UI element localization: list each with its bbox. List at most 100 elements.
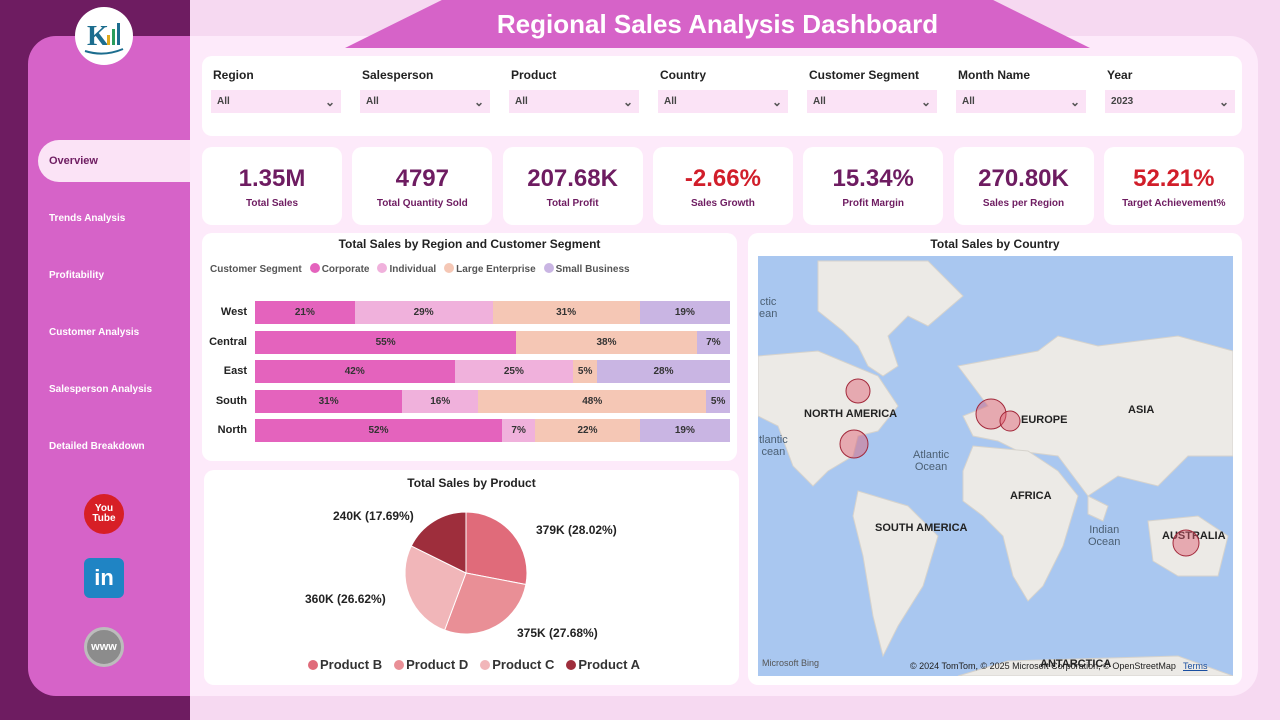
bar-category-label: North [217,424,247,436]
filter-dropdown[interactable]: All ⌄ [956,90,1086,113]
filter-product: Product All ⌄ [509,68,639,113]
bar-segment[interactable]: 19% [639,419,730,442]
filter-dropdown[interactable]: All ⌄ [211,90,341,113]
filter-value: All [366,96,379,107]
bar-segment[interactable]: 21% [255,301,355,324]
filter-label: Product [511,68,557,82]
nav-salesperson-analysis[interactable]: Salesperson Analysis [49,383,153,395]
pie-label-product-d: 375K (27.68%) [517,626,598,640]
world-map[interactable]: NORTH AMERICA EUROPE ASIA AFRICA SOUTH A… [758,256,1233,676]
pie-slice-product-c[interactable] [404,545,467,631]
pie-chart-title: Total Sales by Product [407,476,536,490]
nav-customer-analysis[interactable]: Customer Analysis [49,326,140,338]
map-label-north-america: NORTH AMERICA [804,408,898,420]
bar-category-label: East [223,365,247,377]
pie-legend-item-product-c[interactable]: Product C [480,657,554,672]
bar-segment[interactable]: 31% [255,389,403,413]
bar-segment[interactable]: 38% [516,330,697,354]
bubble-canada [845,378,871,404]
kpi-label: Total Profit [546,198,599,209]
filter-label: Customer Segment [809,68,920,82]
pie-slice-product-b[interactable] [465,511,528,586]
kpi-card-sales-per-region: 270.80K Sales per Region [953,147,1094,225]
filter-value: All [813,96,826,107]
pie-slice-product-d[interactable] [443,572,527,635]
region-chart-title: Total Sales by Region and Customer Segme… [338,237,601,251]
bar-segment[interactable]: 31% [492,301,640,324]
bar-segment[interactable]: 16% [402,389,479,413]
nav-profitability[interactable]: Profitability [49,269,105,281]
linkedin-icon[interactable]: in [84,558,124,598]
legend-dot [308,660,318,670]
filter-dropdown[interactable]: All ⌄ [360,90,490,113]
chevron-down-icon: ⌄ [473,94,484,109]
map-label-arctic: ctic ean [759,296,778,320]
legend-label: Large Enterprise [456,264,536,275]
region-segment-chart: Total Sales by Region and Customer Segme… [202,233,737,461]
legend-dot [566,660,577,670]
pie-legend-item-product-b[interactable]: Product B [308,657,382,672]
pie-slice-product-a[interactable] [410,511,467,574]
kpi-value: 1.35M [238,165,306,192]
nav-overview[interactable]: Overview [38,140,190,182]
kpi-card-total-profit: 207.68K Total Profit [502,147,643,225]
segment-legend: Customer Segment Corporate Individual Larg… [210,263,630,275]
bar-segment[interactable]: 42% [255,360,455,383]
legend-item-small-business[interactable]: Small Business [543,263,630,275]
bar-segment[interactable]: 5% [573,360,597,383]
filter-label: Year [1107,68,1133,82]
bar-category-label: Central [209,335,247,348]
chevron-down-icon: ⌄ [771,94,782,109]
map-label-atlantic-west: tlantic cean [759,434,788,458]
map-terms-link[interactable]: Terms [1183,661,1208,671]
legend-item-individual[interactable]: Individual [377,263,436,275]
filter-dropdown[interactable]: All ⌄ [509,90,639,113]
legend-dot [480,660,491,670]
youtube-icon[interactable]: You Tube [84,494,124,534]
filter-dropdown[interactable]: All ⌄ [658,90,788,113]
legend-item-corporate[interactable]: Corporate [309,263,369,275]
bar-segment[interactable]: 52% [255,419,502,442]
bar-segment[interactable]: 7% [502,419,536,442]
legend-dot [377,263,388,273]
nav-detailed-breakdown[interactable]: Detailed Breakdown [49,440,145,452]
web-icon[interactable]: www [84,627,124,667]
legend-dot [543,263,554,273]
map-title: Total Sales by Country [930,237,1060,251]
bar-segment[interactable]: 25% [454,360,574,383]
bar-segment[interactable]: 7% [696,330,730,354]
bing-logo: Microsoft Bing [762,658,820,668]
filter-month-name: Month Name All ⌄ [956,68,1086,113]
pie-legend-item-product-d[interactable]: Product D [394,657,468,672]
bar-segment[interactable]: 55% [255,330,517,354]
filter-customer-segment: Customer Segment All ⌄ [807,68,937,113]
filter-dropdown[interactable]: All ⌄ [807,90,937,113]
chevron-down-icon: ⌄ [1069,94,1080,109]
chevron-down-icon: ⌄ [622,94,633,109]
legend-dot [309,263,320,273]
bar-segment[interactable]: 22% [535,419,640,442]
filter-value: 2023 [1111,96,1134,107]
filter-country: Country All ⌄ [658,68,788,113]
filter-label: Salesperson [362,68,434,82]
page-title: Regional Sales Analysis Dashboard [345,0,1090,48]
bar-segment[interactable]: 28% [597,360,730,383]
bar-segment[interactable]: 48% [478,389,707,413]
bar-row-west: West 21% 29% 31% 19% [202,301,737,324]
legend-item-large-enterprise[interactable]: Large Enterprise [444,263,536,275]
kpi-label: Target Achievement% [1122,198,1226,209]
filter-salesperson: Salesperson All ⌄ [360,68,490,113]
nav-trends-analysis[interactable]: Trends Analysis [49,212,126,224]
bar-category-label: South [215,394,247,407]
legend-label: Individual [389,264,437,275]
map-landmass [758,260,1233,676]
bar-segment[interactable]: 19% [639,301,730,324]
pie-legend-item-product-a[interactable]: Product A [566,657,640,672]
kpi-label: Total Sales [245,198,299,209]
bar-segment[interactable]: 5% [706,389,730,413]
bar-segment[interactable]: 29% [354,301,493,324]
legend-label: Product B [320,657,383,672]
filter-dropdown[interactable]: 2023 ⌄ [1105,90,1235,113]
chevron-down-icon: ⌄ [1218,94,1229,109]
company-logo: K [75,7,133,65]
